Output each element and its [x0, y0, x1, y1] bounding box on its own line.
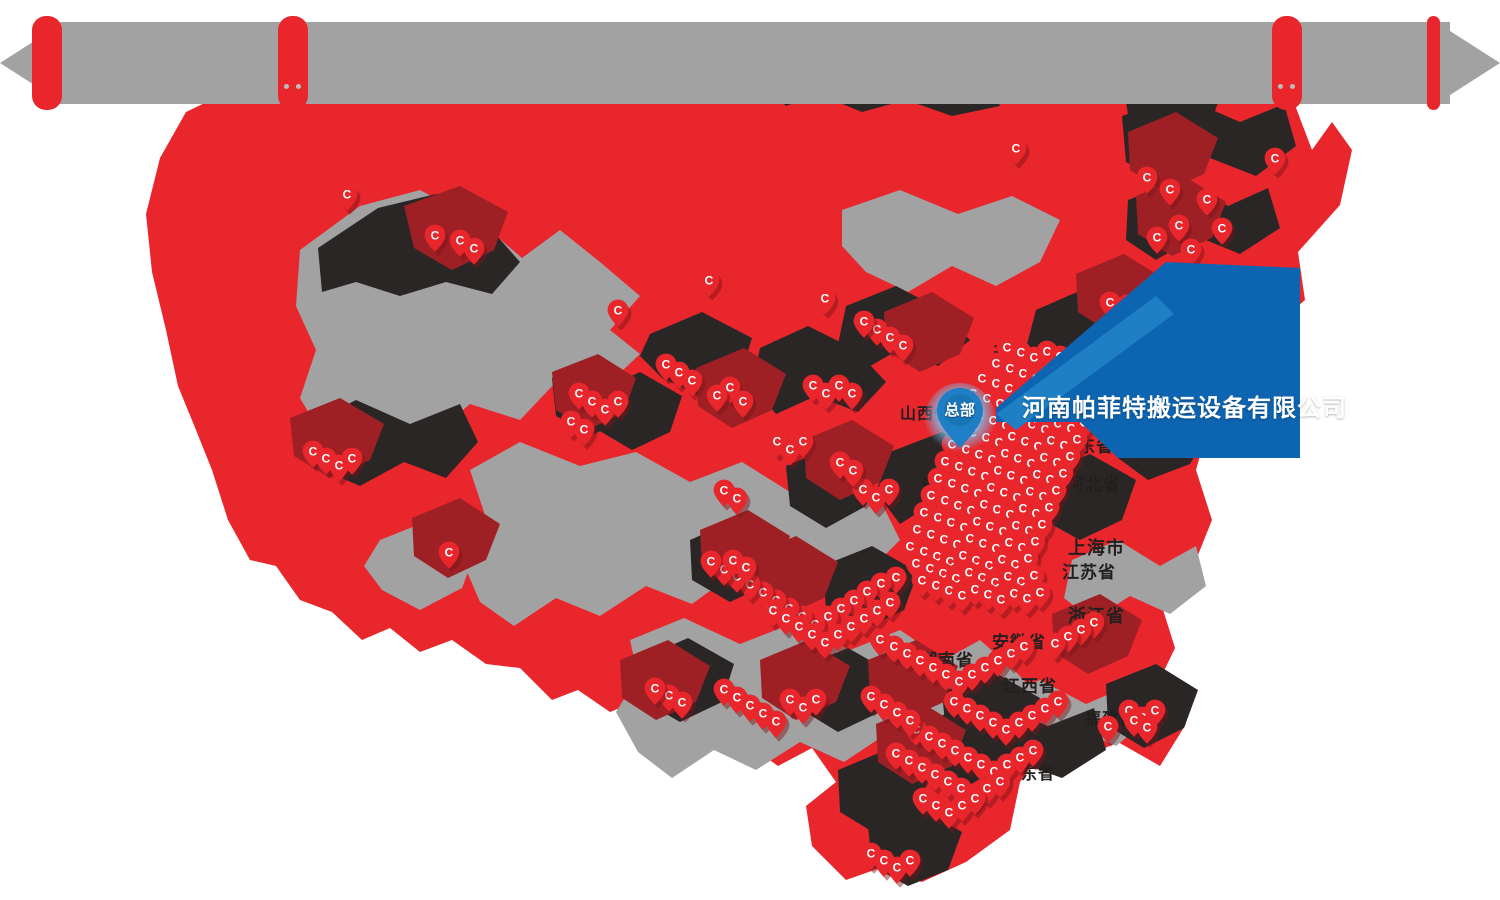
ribbon-right-arrow: [1436, 22, 1500, 104]
province-label: 湖南省: [920, 651, 974, 670]
ribbon-dot-4: [1290, 84, 1295, 89]
ribbon-notch-4: [1427, 16, 1440, 110]
ribbon-body: [50, 22, 1450, 104]
banner-plate-shape: [996, 262, 1300, 458]
company-banner: 河南帕菲特搬运设备有限公司: [960, 262, 1346, 458]
company-name: 河南帕菲特搬运设备有限公司: [1022, 395, 1347, 422]
hq-label: 总部: [944, 402, 976, 419]
banner-leader-line: [996, 296, 1174, 430]
province-label: 福建省: [1085, 711, 1137, 728]
ribbon-dot-1: [284, 84, 289, 89]
province-label: 湖北省: [925, 532, 979, 551]
hq-pin-icon: [937, 388, 983, 448]
province-label: 河北省: [1067, 475, 1121, 494]
ribbon-notch-1: [32, 16, 62, 110]
ribbon-notch-3: [1272, 16, 1302, 110]
province-label: 江苏省: [1062, 563, 1116, 582]
province-label: 江西省: [1003, 677, 1057, 696]
province-label: 浙江省: [1068, 606, 1125, 626]
headquarters-marker[interactable]: 总部: [925, 383, 995, 457]
province-label: 广东省: [1004, 766, 1056, 783]
province-label: 安徽省: [992, 633, 1046, 652]
ribbon-notch-2: [278, 16, 308, 110]
title-ribbon: [0, 16, 1500, 110]
province-label: 上海市: [1068, 538, 1125, 558]
ribbon-dot-2: [296, 84, 301, 89]
province-label: 河南省: [922, 477, 983, 498]
ribbon-dot-3: [1278, 84, 1283, 89]
